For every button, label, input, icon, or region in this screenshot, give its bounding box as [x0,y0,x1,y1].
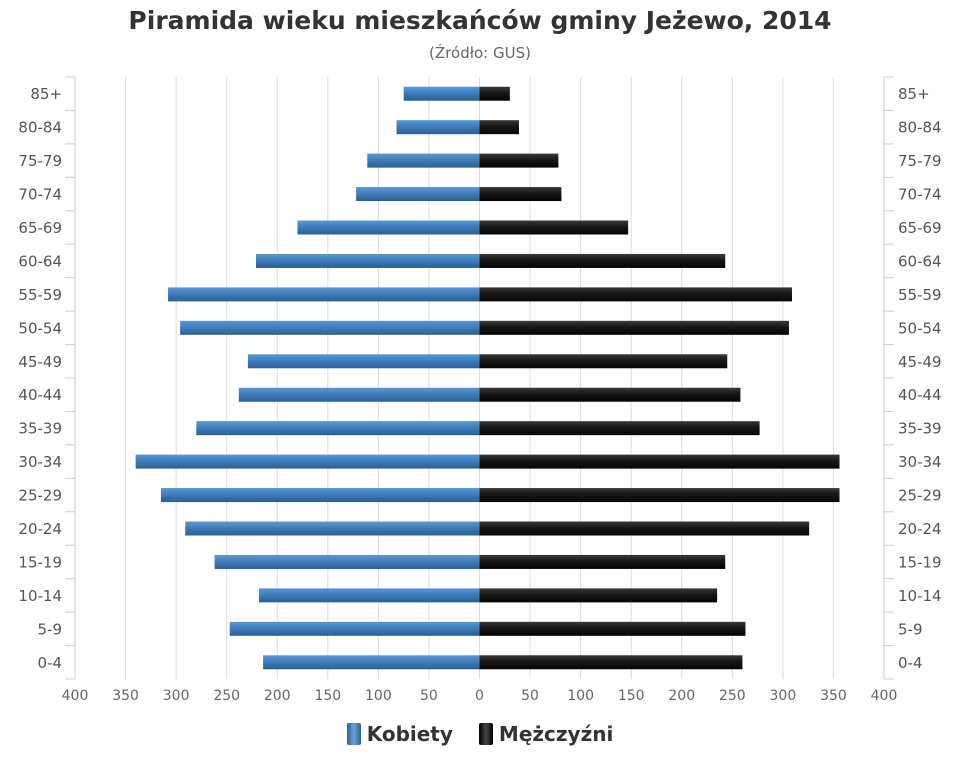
bar-mezczyzni[interactable] [479,655,743,670]
x-tick-label: 350 [112,688,139,704]
x-tick-label: 350 [820,688,847,704]
y-tick-label-right: 50-54 [898,319,942,337]
y-tick-label-right: 25-29 [898,487,942,505]
bar-kobiety[interactable] [185,521,480,536]
x-tick-label: 250 [213,688,240,704]
x-tick-label: 0 [475,688,484,704]
x-tick-label: 250 [719,688,746,704]
bar-mezczyzni[interactable] [479,220,629,235]
y-tick-label-left: 75-79 [18,152,62,170]
bar-mezczyzni[interactable] [479,320,789,335]
x-tick-label: 150 [618,688,645,704]
y-tick-label-right: 15-19 [898,553,942,571]
y-tick-label-left: 0-4 [38,654,63,672]
bar-kobiety[interactable] [135,454,480,469]
y-tick-label-left: 10-14 [18,587,62,605]
bar-kobiety[interactable] [168,287,480,302]
y-tick-label-right: 55-59 [898,286,942,304]
y-tick-label-right: 20-24 [898,520,942,538]
bar-mezczyzni[interactable] [479,354,728,369]
bar-mezczyzni[interactable] [479,120,519,135]
bar-kobiety[interactable] [196,421,480,436]
y-tick-label-right: 45-49 [898,353,942,371]
bar-mezczyzni[interactable] [479,454,840,469]
y-tick-label-left: 70-74 [18,186,62,204]
bar-kobiety[interactable] [263,655,480,670]
bar-mezczyzni[interactable] [479,621,746,636]
chart-subtitle: (Źródło: GUS) [429,44,531,62]
y-tick-label-right: 70-74 [898,186,942,204]
x-tick-label: 50 [420,688,438,704]
bar-kobiety[interactable] [367,153,480,168]
chart-legend: Kobiety Mężczyźni [0,722,960,746]
bar-kobiety[interactable] [247,354,480,369]
y-tick-label-left: 35-39 [18,420,62,438]
bar-kobiety[interactable] [238,387,480,402]
x-tick-label: 200 [264,688,291,704]
y-tick-label-left: 55-59 [18,286,62,304]
bar-mezczyzni[interactable] [479,187,562,202]
y-tick-label-left: 40-44 [18,386,62,404]
bar-mezczyzni[interactable] [479,287,792,302]
y-tick-label-right: 10-14 [898,587,942,605]
bar-kobiety[interactable] [229,621,480,636]
y-tick-label-left: 45-49 [18,353,62,371]
x-tick-label: 400 [871,688,898,704]
y-tick-label-right: 35-39 [898,420,942,438]
bar-kobiety[interactable] [396,120,480,135]
bar-mezczyzni[interactable] [479,588,718,603]
bar-mezczyzni[interactable] [479,488,840,503]
chart-title: Piramida wieku mieszkańców gminy Jeżewo,… [128,6,832,35]
bar-kobiety[interactable] [356,187,480,202]
x-tick-label: 200 [668,688,695,704]
y-tick-label-right: 85+ [898,85,930,103]
y-tick-label-left: 30-34 [18,453,62,471]
y-tick-label-left: 15-19 [18,553,62,571]
y-tick-label-left: 20-24 [18,520,62,538]
bar-kobiety[interactable] [160,488,480,503]
legend-item-mezczyzni[interactable]: Mężczyźni [478,722,614,746]
y-tick-label-left: 5-9 [38,620,63,638]
bar-kobiety[interactable] [256,253,480,268]
x-tick-label: 100 [567,688,594,704]
bar-mezczyzni[interactable] [479,153,559,168]
legend-label-mezczyzni: Mężczyźni [498,722,614,746]
y-tick-label-left: 80-84 [18,119,62,137]
y-tick-label-right: 40-44 [898,386,942,404]
y-tick-label-right: 5-9 [898,620,923,638]
bar-kobiety[interactable] [259,588,480,603]
y-tick-label-left: 85+ [30,85,62,103]
legend-label-kobiety: Kobiety [366,722,453,746]
bar-mezczyzni[interactable] [479,86,510,101]
population-pyramid-chart: 400 350 300 250 200 150 100 50 0 50 100 150 200 250 30… [18,76,942,704]
y-tick-label-right: 65-69 [898,219,942,237]
bar-mezczyzni[interactable] [479,253,726,268]
bar-kobiety[interactable] [297,220,480,235]
bar-mezczyzni[interactable] [479,554,726,569]
bar-kobiety[interactable] [180,320,480,335]
y-tick-label-left: 60-64 [18,252,62,270]
y-tick-label-right: 30-34 [898,453,942,471]
y-tick-label-left: 50-54 [18,319,62,337]
bar-kobiety[interactable] [214,554,480,569]
y-tick-label-left: 25-29 [18,487,62,505]
y-tick-label-left: 65-69 [18,219,62,237]
bar-mezczyzni[interactable] [479,421,760,436]
x-tick-label: 100 [365,688,392,704]
x-tick-label: 150 [314,688,341,704]
bar-kobiety[interactable] [403,86,480,101]
y-tick-label-right: 75-79 [898,152,942,170]
y-tick-label-right: 0-4 [898,654,923,672]
bar-mezczyzni[interactable] [479,521,810,536]
legend-swatch-kobiety [346,723,361,745]
x-tick-label: 50 [521,688,539,704]
bar-mezczyzni[interactable] [479,387,741,402]
y-tick-label-right: 60-64 [898,252,942,270]
x-tick-label: 400 [62,688,89,704]
y-tick-label-right: 80-84 [898,119,942,137]
legend-swatch-mezczyzni [478,723,493,745]
x-tick-label: 300 [163,688,190,704]
legend-item-kobiety[interactable]: Kobiety [346,722,453,746]
x-tick-label: 300 [770,688,797,704]
